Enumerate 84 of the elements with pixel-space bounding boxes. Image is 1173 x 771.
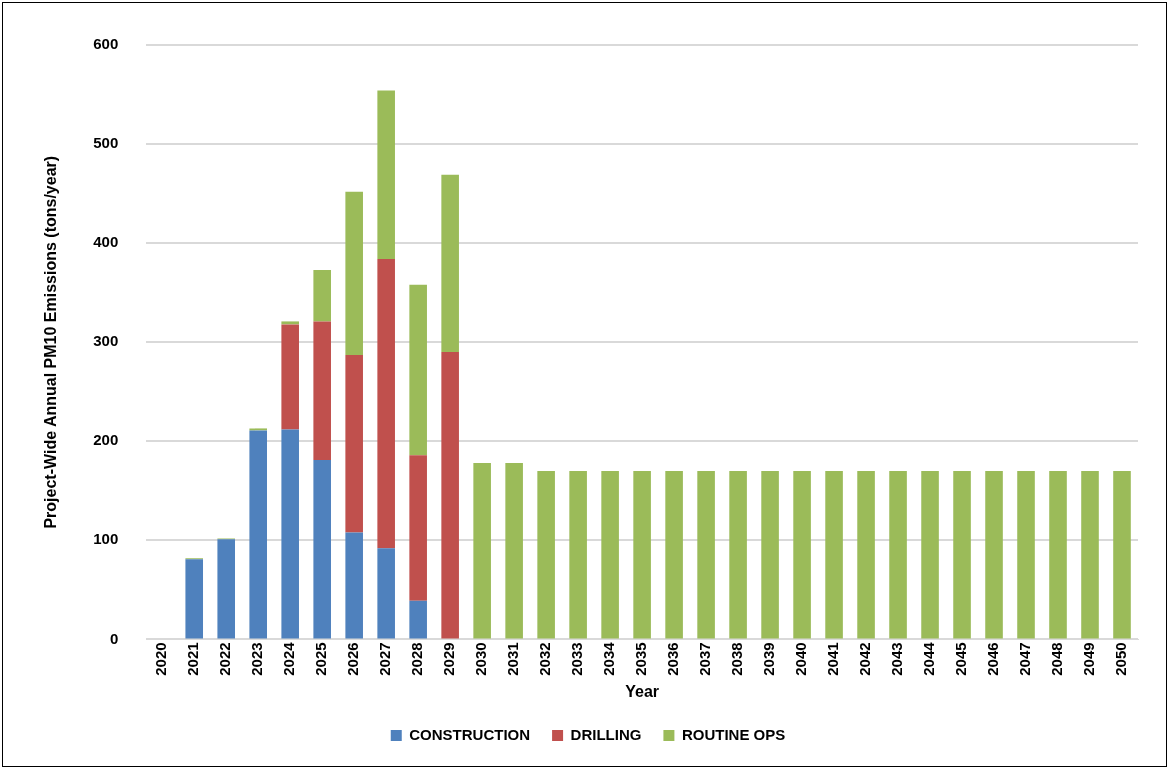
x-tick-label: 2033: [568, 642, 586, 676]
x-tick-label: 2041: [824, 642, 842, 676]
x-tick-label: 2042: [856, 642, 874, 676]
bar: [1113, 471, 1131, 639]
bar: [441, 174, 459, 353]
x-tick-label: 2032: [536, 642, 554, 676]
legend-label: CONSTRUCTION: [409, 725, 531, 743]
x-tick-label: 2023: [248, 642, 266, 676]
x-tick-label: 2034: [600, 641, 618, 676]
bar: [313, 460, 331, 639]
bar: [377, 259, 395, 549]
bar: [377, 548, 395, 639]
x-axis-title: Year: [625, 682, 660, 700]
bar: [281, 324, 299, 430]
bar: [473, 463, 491, 639]
x-tick-label: 2039: [760, 642, 778, 676]
bar: [185, 559, 204, 639]
x-tick-label: 2021: [184, 642, 202, 676]
bar: [697, 471, 715, 639]
legend-label: ROUTINE OPS: [681, 725, 786, 743]
bar: [921, 471, 939, 639]
x-tick-label: 2024: [280, 641, 298, 676]
bar: [1017, 471, 1035, 639]
bar: [825, 471, 843, 639]
x-tick-label: 2045: [952, 642, 970, 676]
bar: [409, 455, 427, 601]
x-tick-label: 2026: [344, 642, 362, 676]
bar: [281, 321, 299, 325]
x-tick-label: 2036: [664, 642, 682, 676]
bar: [889, 471, 907, 639]
bar: [729, 471, 747, 639]
y-tick-label: 300: [93, 332, 119, 350]
y-tick-label: 100: [93, 530, 119, 548]
bar: [1081, 471, 1099, 639]
bar: [793, 471, 811, 639]
x-tick-label: 2022: [216, 642, 234, 676]
x-tick-label: 2043: [888, 642, 906, 676]
bar: [345, 191, 363, 356]
bar: [633, 471, 651, 639]
bar: [313, 269, 331, 322]
bar: [409, 600, 427, 639]
x-tick-label: 2035: [632, 642, 650, 676]
bar: [441, 352, 459, 639]
bar: [665, 471, 683, 639]
bar: [345, 532, 363, 639]
y-tick-label: 400: [93, 233, 119, 251]
bar: [313, 321, 331, 461]
x-tick-label: 2047: [1016, 642, 1034, 676]
x-tick-label: 2031: [504, 642, 522, 676]
y-tick-label: 500: [93, 134, 119, 152]
x-tick-label: 2038: [728, 642, 746, 676]
bar: [601, 471, 619, 639]
x-tick-label: 2046: [984, 642, 1002, 676]
bar: [249, 430, 267, 639]
x-tick-label: 2029: [440, 642, 458, 676]
y-axis-title: Project-Wide Annual PM10 Emissions (tons/year): [42, 155, 60, 529]
y-tick-label: 600: [93, 35, 119, 53]
x-tick-label: 2037: [696, 642, 714, 676]
bar: [409, 284, 427, 456]
x-tick-label: 2028: [408, 642, 426, 676]
bar: [217, 539, 236, 639]
x-tick-label: 2027: [376, 642, 394, 676]
bar: [345, 355, 363, 533]
bar: [537, 471, 555, 639]
y-tick-label: 200: [93, 431, 119, 449]
bar: [1049, 471, 1067, 639]
bar: [953, 471, 971, 639]
x-tick-label: 2030: [472, 642, 490, 676]
bar: [569, 471, 587, 639]
bar: [505, 463, 523, 639]
x-tick-label: 2044: [920, 641, 938, 676]
bar: [281, 429, 299, 639]
bar: [377, 90, 395, 259]
bar: [985, 471, 1003, 639]
y-tick-label: 0: [109, 629, 119, 647]
bar: [761, 471, 779, 639]
x-tick-label: 2048: [1048, 642, 1066, 676]
x-tick-label: 2040: [792, 642, 810, 676]
legend-label: DRILLING: [570, 725, 642, 743]
x-tick-label: 2025: [312, 642, 330, 676]
x-tick-label: 2050: [1112, 642, 1130, 676]
x-tick-label: 2049: [1080, 642, 1098, 676]
bar: [857, 471, 875, 639]
x-tick-label: 2020: [152, 642, 170, 676]
